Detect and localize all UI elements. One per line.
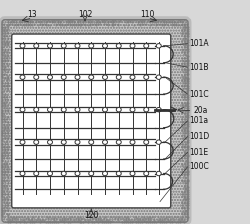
Circle shape <box>61 75 66 80</box>
Circle shape <box>75 44 80 48</box>
Text: 102: 102 <box>78 10 92 19</box>
Circle shape <box>20 140 25 144</box>
Circle shape <box>61 44 66 48</box>
FancyBboxPatch shape <box>12 34 171 208</box>
Circle shape <box>34 75 39 80</box>
Circle shape <box>156 44 161 48</box>
Circle shape <box>61 140 66 144</box>
Circle shape <box>144 75 149 80</box>
Circle shape <box>75 140 80 144</box>
Circle shape <box>144 140 149 144</box>
Circle shape <box>34 44 39 48</box>
Circle shape <box>20 75 25 80</box>
Circle shape <box>130 75 135 80</box>
Circle shape <box>130 44 135 48</box>
Text: 120: 120 <box>84 211 98 220</box>
Circle shape <box>48 44 52 48</box>
Circle shape <box>130 171 135 176</box>
Text: 101E: 101E <box>189 148 208 157</box>
Circle shape <box>156 140 161 144</box>
Circle shape <box>48 171 52 176</box>
Text: 101A: 101A <box>189 39 208 48</box>
Circle shape <box>89 75 94 80</box>
Circle shape <box>61 108 66 112</box>
Circle shape <box>89 140 94 144</box>
Circle shape <box>34 108 39 112</box>
Circle shape <box>144 44 149 48</box>
Circle shape <box>116 75 121 80</box>
Circle shape <box>48 140 52 144</box>
Text: 20a: 20a <box>194 106 208 115</box>
Text: 100C: 100C <box>189 162 208 171</box>
Circle shape <box>102 140 108 144</box>
Circle shape <box>61 171 66 176</box>
Circle shape <box>156 171 161 176</box>
Circle shape <box>102 44 108 48</box>
Circle shape <box>144 108 149 112</box>
Circle shape <box>102 171 108 176</box>
Text: 101B: 101B <box>189 63 208 72</box>
Circle shape <box>20 44 25 48</box>
Text: 13: 13 <box>28 10 37 19</box>
Circle shape <box>156 75 161 80</box>
Circle shape <box>116 108 121 112</box>
Circle shape <box>75 75 80 80</box>
Circle shape <box>156 108 161 112</box>
Circle shape <box>102 75 108 80</box>
Text: 101a: 101a <box>189 116 208 125</box>
Circle shape <box>34 171 39 176</box>
Text: 110: 110 <box>140 10 155 19</box>
Circle shape <box>116 44 121 48</box>
Circle shape <box>89 44 94 48</box>
Circle shape <box>89 108 94 112</box>
Circle shape <box>34 140 39 144</box>
Circle shape <box>75 108 80 112</box>
Circle shape <box>144 171 149 176</box>
Circle shape <box>20 108 25 112</box>
Circle shape <box>48 75 52 80</box>
Text: 101D: 101D <box>189 132 209 141</box>
Circle shape <box>102 108 108 112</box>
Circle shape <box>20 171 25 176</box>
Circle shape <box>130 140 135 144</box>
FancyBboxPatch shape <box>2 20 188 222</box>
Circle shape <box>130 108 135 112</box>
Text: 101C: 101C <box>189 90 208 99</box>
Circle shape <box>116 140 121 144</box>
Circle shape <box>89 171 94 176</box>
Circle shape <box>116 171 121 176</box>
Circle shape <box>48 108 52 112</box>
Circle shape <box>75 171 80 176</box>
